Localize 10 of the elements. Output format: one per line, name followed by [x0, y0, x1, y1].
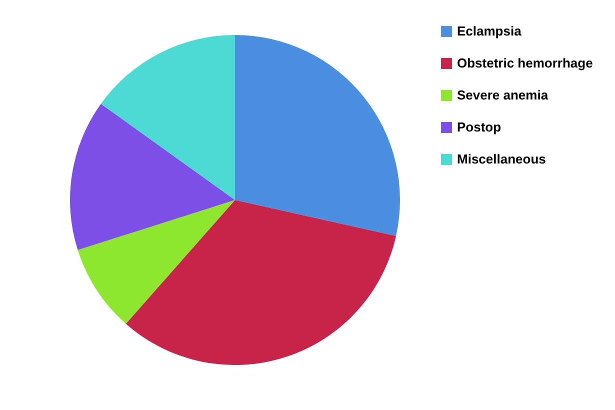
pie-slice — [70, 104, 235, 250]
legend-label: Miscellaneous — [457, 152, 546, 166]
pie-slice — [126, 200, 396, 365]
pie-slice — [100, 35, 235, 200]
legend-label: Severe anemia — [457, 88, 549, 102]
pie-slice — [235, 35, 400, 236]
legend-label: Postop — [457, 120, 502, 134]
legend-label: Obstetric hemorrhage — [457, 56, 593, 70]
legend-label: Eclampsia — [457, 24, 522, 38]
pie-slice — [78, 200, 235, 324]
